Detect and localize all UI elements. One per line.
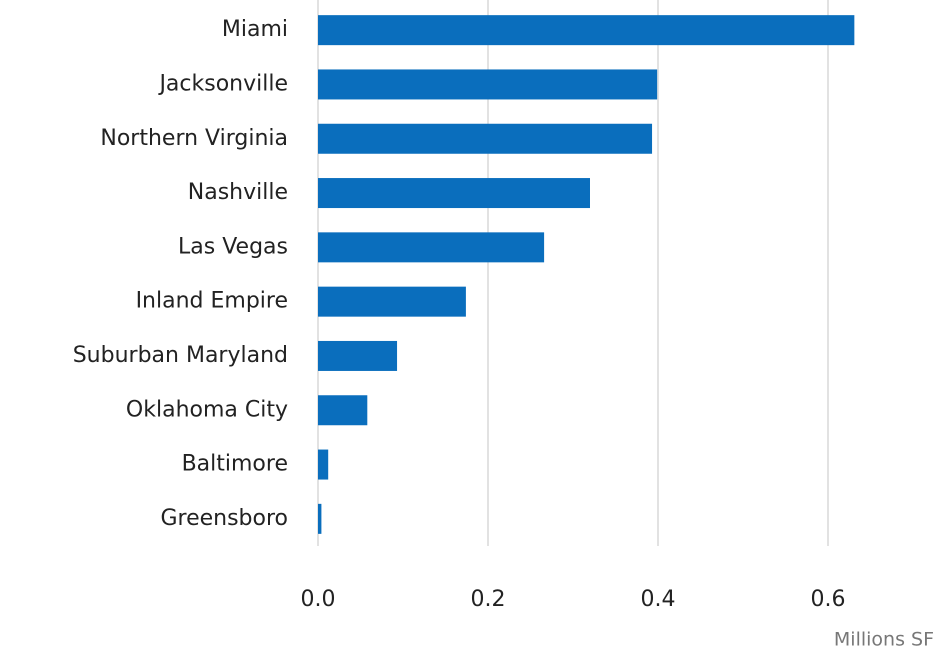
y-tick-label: Oklahoma City (126, 397, 288, 422)
y-tick-label: Nashville (188, 180, 288, 205)
x-tick-label: 0.2 (471, 587, 506, 612)
y-tick-label: Inland Empire (136, 289, 288, 314)
x-tick-label: 0.6 (811, 587, 846, 612)
x-axis-title: Millions SF (834, 629, 934, 651)
y-tick-label: Northern Virginia (100, 126, 288, 151)
bar (318, 503, 322, 534)
y-tick-label: Jacksonville (157, 71, 288, 96)
x-tick-label: 0.0 (301, 587, 336, 612)
bar (318, 449, 329, 480)
y-tick-label: Suburban Maryland (73, 343, 288, 368)
bar (318, 15, 855, 46)
bar (318, 340, 398, 371)
y-tick-label: Greensboro (160, 506, 288, 531)
bar (318, 69, 658, 100)
x-tick-label: 0.4 (641, 587, 676, 612)
y-tick-label: Baltimore (182, 452, 288, 477)
bar (318, 232, 545, 263)
bar (318, 395, 368, 426)
bar (318, 123, 653, 154)
bar (318, 286, 466, 317)
y-tick-label: Las Vegas (178, 234, 288, 259)
bar (318, 178, 590, 209)
y-tick-label: Miami (222, 17, 288, 42)
